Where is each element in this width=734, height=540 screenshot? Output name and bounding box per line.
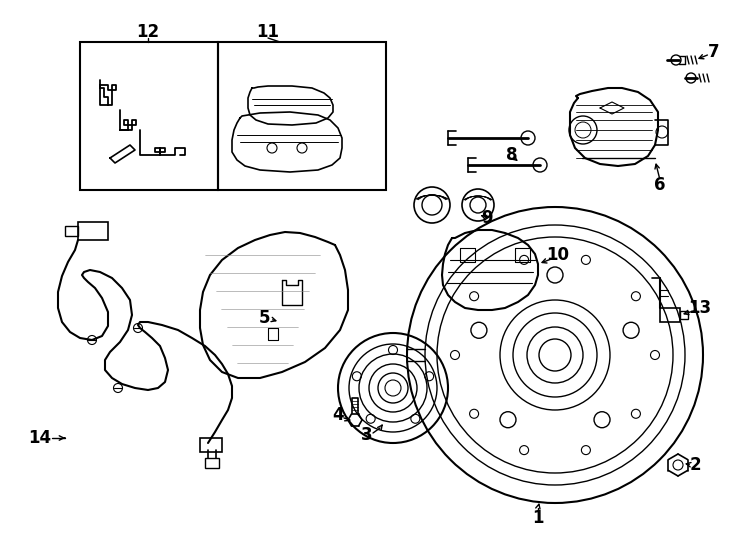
Bar xyxy=(80,42,218,190)
Text: 2: 2 xyxy=(689,456,701,474)
Text: 3: 3 xyxy=(361,426,373,444)
Text: 5: 5 xyxy=(259,309,271,327)
Bar xyxy=(65,226,78,236)
Bar xyxy=(680,311,688,319)
Bar xyxy=(78,222,108,240)
Bar xyxy=(218,42,386,190)
Text: 6: 6 xyxy=(654,176,666,194)
Text: 10: 10 xyxy=(547,246,570,264)
Text: 4: 4 xyxy=(333,406,344,424)
Text: 11: 11 xyxy=(256,23,280,41)
Text: 1: 1 xyxy=(532,509,544,527)
Text: 8: 8 xyxy=(506,146,517,164)
Bar xyxy=(200,438,222,452)
Text: 13: 13 xyxy=(688,299,711,317)
Text: 14: 14 xyxy=(29,429,51,447)
Bar xyxy=(660,308,680,322)
Text: 9: 9 xyxy=(482,209,493,227)
Text: 7: 7 xyxy=(708,43,720,61)
Text: 12: 12 xyxy=(137,23,159,41)
Bar xyxy=(205,458,219,468)
